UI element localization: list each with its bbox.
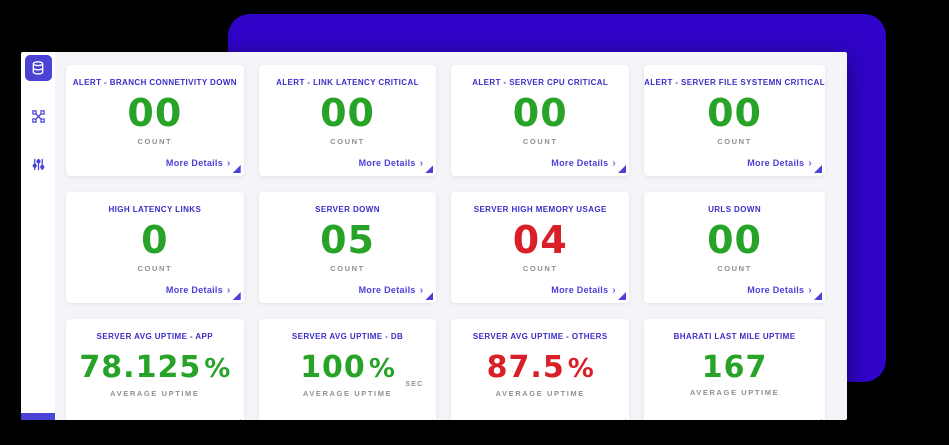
- chevron-right-icon: ›: [612, 157, 617, 169]
- card-title: ALERT - SERVER CPU CRITICAL: [472, 78, 609, 87]
- card-title: ALERT - SERVER FILE SYSTEMN CRITICAL: [644, 78, 825, 87]
- chevron-right-icon: ›: [808, 284, 812, 296]
- fold-corner: [814, 292, 822, 300]
- sidebar-accent-bar: [21, 413, 55, 420]
- more-details-link[interactable]: More Details ›: [165, 284, 231, 296]
- dashboard-panel: ALERT - BRANCH CONNETIVITY DOWN 00 COUNT…: [21, 52, 847, 420]
- card-value: 167: [701, 350, 768, 385]
- more-details-link[interactable]: More Details ›: [551, 157, 617, 169]
- chevron-right-icon: ›: [612, 284, 617, 296]
- card-label: COUNT: [522, 137, 558, 146]
- metric-card-urls-down: URLS DOWN 00 COUNT More Details ›: [644, 192, 825, 303]
- more-details-link[interactable]: More Details ›: [747, 157, 812, 169]
- card-title: URLS DOWN: [708, 205, 761, 214]
- percent-unit: %: [368, 354, 395, 384]
- chevron-right-icon: ›: [419, 284, 424, 296]
- card-value: 00: [707, 91, 762, 135]
- card-label: COUNT: [330, 264, 365, 273]
- metric-card-high-latency-links: HIGH LATENCY LINKS 0 COUNT More Details ›: [66, 192, 244, 303]
- percent-unit: %: [204, 354, 231, 384]
- card-value: 78.125: [79, 350, 202, 385]
- card-label: COUNT: [137, 264, 173, 273]
- metric-card-branch-connectivity: ALERT - BRANCH CONNETIVITY DOWN 00 COUNT…: [66, 65, 244, 176]
- card-title: SERVER AVG UPTIME - OTHERS: [472, 332, 608, 341]
- more-details-link[interactable]: More Details ›: [165, 157, 231, 169]
- card-label: COUNT: [330, 137, 365, 146]
- metric-card-uptime-app: SERVER AVG UPTIME - APP 78.125 % AVERAGE…: [66, 319, 244, 420]
- sidebar-item-filters[interactable]: [25, 151, 52, 177]
- card-value: 00: [512, 91, 568, 135]
- sec-suffix: SEC: [405, 381, 424, 388]
- metric-card-bharati-last-mile: BHARATI LAST MILE UPTIME 167 AVERAGE UPT…: [644, 319, 825, 420]
- metric-card-file-system: ALERT - SERVER FILE SYSTEMN CRITICAL 00 …: [644, 65, 825, 176]
- percent-unit: %: [567, 354, 594, 384]
- fold-corner: [814, 165, 822, 173]
- chevron-right-icon: ›: [808, 157, 812, 169]
- value-row: 100 %: [300, 350, 395, 385]
- card-label: AVERAGE UPTIME: [110, 389, 200, 398]
- metric-card-high-memory: SERVER HIGH MEMORY USAGE 04 COUNT More D…: [451, 192, 630, 303]
- fold-corner: [814, 419, 822, 420]
- cards-grid: ALERT - BRANCH CONNETIVITY DOWN 00 COUNT…: [55, 52, 847, 420]
- card-title: SERVER AVG UPTIME - APP: [96, 332, 214, 341]
- card-label: AVERAGE UPTIME: [495, 389, 585, 398]
- fold-corner: [232, 165, 241, 173]
- card-title: SERVER DOWN: [315, 205, 380, 214]
- more-details-link[interactable]: More Details ›: [358, 284, 424, 296]
- metric-card-server-cpu: ALERT - SERVER CPU CRITICAL 00 COUNT Mor…: [451, 65, 630, 176]
- sidebar-item-database[interactable]: [24, 55, 52, 81]
- card-value: 00: [127, 91, 183, 135]
- fold-corner: [232, 419, 241, 420]
- card-value: 00: [707, 218, 762, 262]
- database-icon: [30, 60, 46, 76]
- metric-card-server-down: SERVER DOWN 05 COUNT More Details ›: [258, 192, 437, 303]
- sidebar: [21, 52, 55, 420]
- card-title: HIGH LATENCY LINKS: [108, 205, 202, 214]
- card-value: 05: [320, 218, 375, 262]
- value-row: 78.125 %: [79, 350, 231, 385]
- value-row: 167: [702, 353, 768, 383]
- card-value: 100: [300, 350, 366, 385]
- more-details-link[interactable]: More Details ›: [358, 157, 424, 169]
- card-label: AVERAGE UPTIME: [302, 389, 393, 398]
- fold-corner: [618, 419, 627, 420]
- metric-card-link-latency: ALERT - LINK LATENCY CRITICAL 00 COUNT M…: [258, 65, 437, 176]
- chevron-right-icon: ›: [227, 157, 231, 169]
- sidebar-item-network[interactable]: [25, 103, 52, 129]
- fold-corner: [425, 165, 434, 173]
- card-value: 87.5: [486, 350, 565, 385]
- card-label: COUNT: [137, 137, 173, 146]
- card-label: AVERAGE UPTIME: [689, 388, 780, 397]
- more-details-link[interactable]: More Details ›: [551, 284, 617, 296]
- card-title: ALERT - BRANCH CONNETIVITY DOWN: [72, 78, 237, 87]
- more-details-link[interactable]: More Details ›: [747, 284, 812, 296]
- chevron-right-icon: ›: [227, 284, 231, 296]
- network-icon: [31, 109, 46, 124]
- metric-card-uptime-others: SERVER AVG UPTIME - OTHERS 87.5 % AVERAG…: [451, 319, 630, 420]
- fold-corner: [618, 292, 627, 300]
- metric-card-uptime-db: SERVER AVG UPTIME - DB 100 % AVERAGE UPT…: [258, 319, 437, 420]
- card-value: 0: [141, 218, 169, 262]
- card-label: COUNT: [717, 264, 752, 273]
- card-label: COUNT: [717, 137, 752, 146]
- fold-corner: [618, 165, 627, 173]
- card-title: SERVER AVG UPTIME - DB: [291, 332, 404, 341]
- chevron-right-icon: ›: [419, 157, 424, 169]
- card-title: BHARATI LAST MILE UPTIME: [673, 332, 796, 341]
- card-value: 04: [512, 218, 568, 262]
- fold-corner: [232, 292, 241, 300]
- value-row: 87.5 %: [486, 350, 594, 385]
- fold-corner: [425, 292, 434, 300]
- card-label: COUNT: [522, 264, 558, 273]
- sliders-icon: [31, 157, 46, 172]
- card-title: SERVER HIGH MEMORY USAGE: [473, 205, 607, 214]
- card-value: 00: [320, 91, 375, 135]
- card-title: ALERT - LINK LATENCY CRITICAL: [276, 78, 419, 87]
- fold-corner: [425, 419, 434, 420]
